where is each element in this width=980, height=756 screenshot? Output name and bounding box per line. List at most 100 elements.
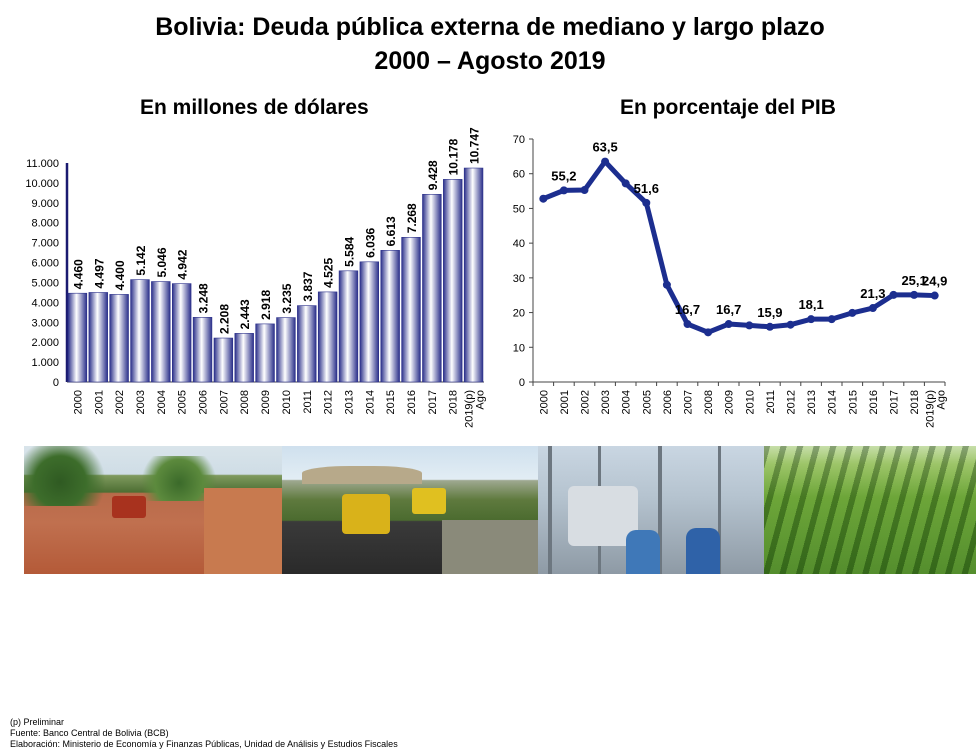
series-point — [807, 315, 816, 324]
bar-y-tick-label: 0 — [53, 377, 59, 389]
bar-value-label: 3.248 — [197, 283, 211, 313]
line-data-label: 24,9 — [922, 274, 947, 289]
series-point — [580, 186, 589, 195]
series-point — [704, 328, 713, 337]
bar-x-tick-label: 2007 — [218, 390, 230, 414]
bar-y-tick-label: 4.000 — [31, 297, 59, 309]
line-x-tick-label: 2002 — [580, 390, 592, 414]
line-data-label: 15,9 — [757, 305, 782, 320]
bar-x-tick-label: 2001 — [93, 390, 105, 414]
line-y-tick-label: 10 — [513, 342, 525, 354]
line-x-tick-label: 2019(p)Ago — [925, 390, 948, 428]
page-title: Bolivia: Deuda pública externa de median… — [155, 13, 825, 41]
bar-x-tick-label: 2012 — [323, 390, 335, 414]
bar — [463, 167, 484, 383]
series-point — [868, 304, 877, 313]
charts-canvas: 0 1.000 2.000 3.000 4.000 5.000 6.000 7.000 8.00… — [25, 127, 948, 428]
bar — [255, 323, 275, 383]
bar-value-label: 2.443 — [238, 299, 252, 329]
line-y-tick-label: 50 — [513, 203, 525, 215]
bar — [151, 281, 171, 383]
series-point — [910, 290, 919, 299]
line-x-tick-label: 2001 — [559, 390, 571, 414]
bar-value-label: 6.036 — [363, 227, 377, 257]
series-point — [889, 290, 898, 299]
note-elaboracion: Elaboración: Ministerio de Economía y Fi… — [10, 739, 398, 749]
line-data-label: 16,7 — [716, 302, 741, 317]
line-chart: 0 10 20 30 40 50 60 70 2000 2001 2002 2003 2004 2005 2… — [513, 134, 948, 428]
line-x-tick-label: 2011 — [765, 390, 777, 414]
bar-y-tick-label: 9.000 — [31, 198, 59, 210]
line-x-tick-label: 2004 — [621, 390, 633, 414]
line-x-tick-label: 2007 — [683, 390, 695, 414]
line-data-label: 18,1 — [798, 297, 823, 312]
bar-y-tick-label: 11.000 — [26, 158, 59, 170]
bar-x-tick-label: 2019(p)Ago — [464, 390, 487, 428]
line-x-tick-label: 2012 — [786, 390, 798, 414]
series-point — [848, 308, 857, 317]
bar-value-label: 5.584 — [342, 236, 356, 266]
bar-value-label: 10.747 — [468, 127, 482, 164]
bar — [171, 283, 192, 383]
bar-x-tick-label: 2002 — [114, 390, 126, 414]
line-y-tick-label: 60 — [513, 169, 525, 181]
bar-value-label: 2.208 — [217, 304, 231, 334]
bar-x-tick-label: 2006 — [198, 390, 210, 414]
series-point — [662, 280, 671, 289]
bar-value-label: 4.460 — [71, 259, 85, 289]
bar-x-tick-label: 2000 — [72, 390, 84, 414]
line-x-tick-label: 2015 — [847, 390, 859, 414]
asphalt-paving-photo — [282, 446, 538, 574]
bar-value-label: 4.400 — [113, 260, 127, 290]
bar — [109, 294, 129, 383]
bar-y-tick-label: 2.000 — [31, 337, 59, 349]
line-data-label: 16,7 — [675, 302, 700, 317]
line-x-tick-label: 2003 — [600, 390, 612, 414]
series-point — [786, 320, 795, 329]
line-x-tick-label: 2013 — [806, 390, 818, 414]
line-y-tick-label: 40 — [513, 238, 525, 250]
bar — [422, 193, 442, 383]
bar-x-tick-label: 2010 — [281, 390, 293, 414]
bar-y-tick-label: 7.000 — [31, 238, 59, 250]
line-x-tick-label: 2010 — [744, 390, 756, 414]
bar-value-label: 4.497 — [92, 258, 106, 288]
bar — [317, 291, 338, 383]
series-point — [621, 179, 630, 188]
bar-x-tick-label: 2016 — [406, 390, 418, 414]
bar — [401, 237, 421, 383]
series-point — [683, 320, 692, 329]
bar-value-label: 3.235 — [280, 283, 294, 313]
series-point — [930, 291, 939, 300]
bar — [380, 250, 400, 383]
bar-x-tick-label: 2015 — [385, 390, 397, 414]
bar-chart: 0 1.000 2.000 3.000 4.000 5.000 6.000 7.000 8.00… — [25, 127, 486, 428]
bar-x-tick-label: 2004 — [156, 390, 168, 414]
road-construction-photo — [24, 446, 282, 574]
bar-y-tick-label: 5.000 — [31, 277, 59, 289]
note-fuente: Fuente: Banco Central de Bolivia (BCB) — [10, 728, 169, 738]
bar — [67, 292, 88, 383]
bar-value-label: 2.918 — [259, 290, 273, 320]
bar — [276, 317, 296, 383]
line-y-tick-label: 30 — [513, 273, 525, 285]
line-x-tick-label: 2008 — [703, 390, 715, 414]
bar-value-label: 10.178 — [447, 138, 461, 175]
series-point — [539, 194, 548, 203]
bar-x-tick-label: 2008 — [239, 390, 251, 414]
bar-value-label: 4.942 — [176, 249, 190, 279]
bar-x-tick-label: 2011 — [302, 390, 314, 414]
bar — [359, 261, 380, 383]
bar-y-tick-label: 6.000 — [31, 258, 59, 270]
series-point — [642, 198, 651, 207]
bar-value-label: 9.428 — [426, 160, 440, 190]
note-preliminar: (p) Preliminar — [10, 717, 65, 727]
bar-x-tick-label: 2017 — [427, 390, 439, 414]
bar — [297, 305, 317, 383]
line-y-tick-label: 20 — [513, 308, 525, 320]
bar-y-tick-label: 1.000 — [31, 357, 59, 369]
line-data-label: 63,5 — [592, 140, 617, 155]
bar — [213, 337, 234, 383]
bar-x-tick-label: 2005 — [177, 390, 189, 414]
bar-value-label: 5.046 — [155, 247, 169, 277]
